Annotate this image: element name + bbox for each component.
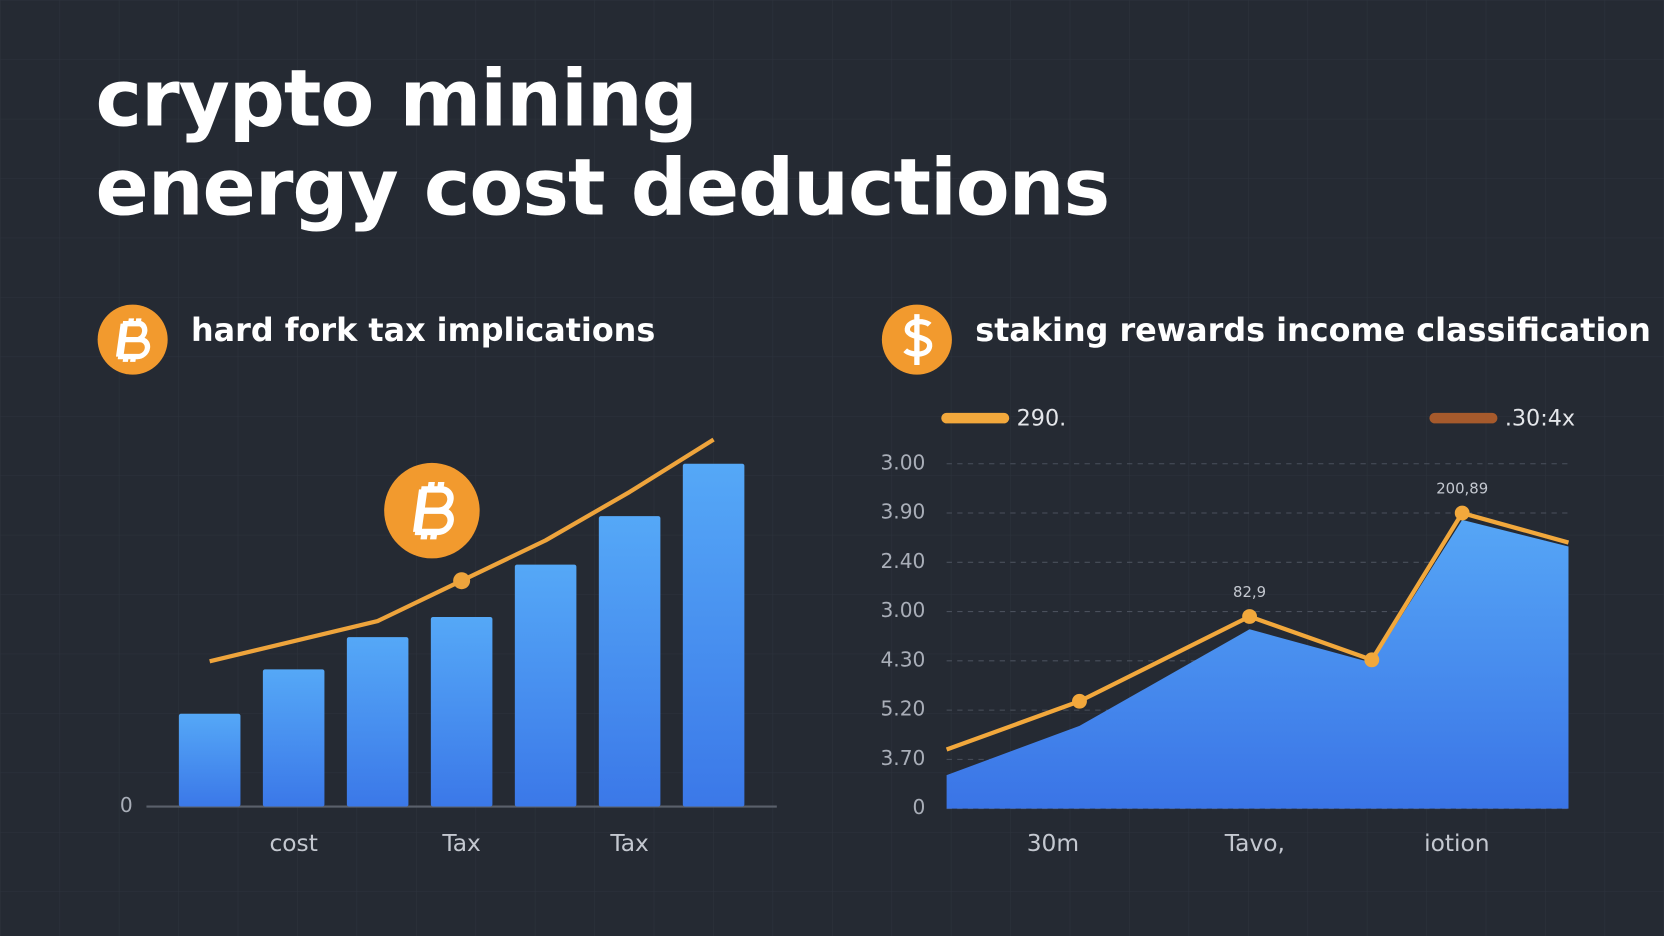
dollar-icon xyxy=(881,304,952,375)
bar xyxy=(178,713,241,807)
title-line: energy cost deductions xyxy=(96,142,1110,234)
y-tick-label: 3.90 xyxy=(880,500,925,524)
chart-subtitle: hard fork tax implications xyxy=(191,311,655,349)
x-tick-label: Tax xyxy=(609,829,649,857)
bar xyxy=(346,637,409,807)
y-tick-label: 3.00 xyxy=(880,598,925,622)
y-tick-label: 0 xyxy=(120,793,133,817)
y-tick-label: 3.00 xyxy=(880,450,925,474)
bar xyxy=(598,516,661,807)
bar xyxy=(430,616,493,807)
bar xyxy=(682,463,745,807)
y-tick-label: 2.40 xyxy=(880,549,925,573)
bitcoin-badge xyxy=(384,462,480,559)
line-point xyxy=(1072,693,1087,709)
x-tick-label: Tax xyxy=(441,829,481,857)
y-tick-label: 3.70 xyxy=(880,746,925,770)
line-point xyxy=(1242,609,1258,624)
bar xyxy=(262,669,325,807)
y-tick-label: 5.20 xyxy=(880,697,925,721)
x-tick-label: Tavo, xyxy=(1224,829,1285,857)
badge-glyph xyxy=(413,482,454,540)
line-point xyxy=(1364,652,1380,668)
bar xyxy=(514,564,577,807)
annotation: 82,9 xyxy=(1233,583,1266,601)
chart-subtitle: staking rewards income classification xyxy=(975,311,1651,349)
x-tick-label: cost xyxy=(269,829,317,857)
area xyxy=(946,519,1569,809)
line-point xyxy=(1454,505,1470,521)
x-tick-label: 30m xyxy=(1027,829,1079,857)
legend-label: 290. xyxy=(1017,406,1067,432)
line-point xyxy=(453,572,471,590)
title-line: crypto mining xyxy=(96,52,697,144)
annotation: 200,89 xyxy=(1436,480,1488,498)
bitcoin-icon xyxy=(97,304,168,375)
line xyxy=(945,510,1570,752)
legend-label: .30:4x xyxy=(1505,406,1575,432)
y-tick-label: 0 xyxy=(913,795,926,819)
y-tick-label: 4.30 xyxy=(880,647,925,671)
x-tick-label: iotion xyxy=(1424,829,1489,857)
